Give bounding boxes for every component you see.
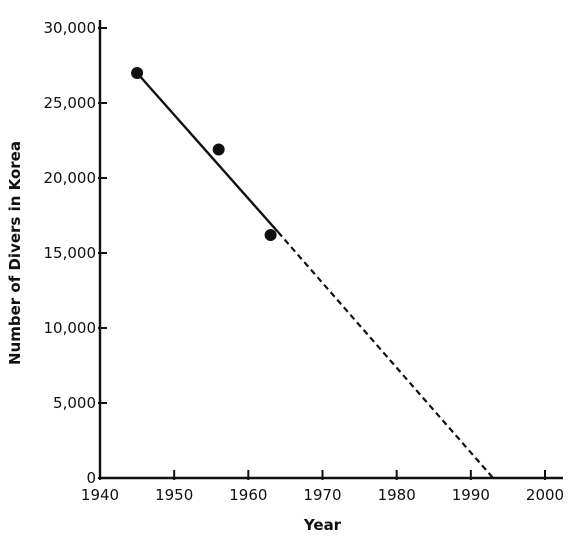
x-axis-title: Year xyxy=(303,516,342,534)
marks-layer xyxy=(131,67,494,479)
x-tick-label: 1950 xyxy=(155,486,193,504)
y-tick-label: 30,000 xyxy=(44,19,97,37)
axes-layer xyxy=(98,20,563,480)
data-point xyxy=(131,67,144,79)
trend-line-dashed xyxy=(277,231,494,479)
labels-layer: 0 5,000 10,000 15,000 20,000 25,000 30,000 1940… xyxy=(6,19,564,534)
y-tick-label: 0 xyxy=(86,469,96,487)
data-point xyxy=(264,229,277,241)
trend-line-solid xyxy=(136,72,279,233)
x-tick-label: 2000 xyxy=(526,486,564,504)
y-tick-label: 10,000 xyxy=(44,319,97,337)
x-tick-label: 1990 xyxy=(452,486,490,504)
y-tick-label: 25,000 xyxy=(44,94,97,112)
y-tick-label: 15,000 xyxy=(44,244,97,262)
x-tick-label: 1970 xyxy=(303,486,341,504)
y-axis-title: Number of Divers in Korea xyxy=(6,141,24,365)
x-tick-label: 1980 xyxy=(378,486,416,504)
x-tick-label: 1940 xyxy=(81,486,119,504)
x-tick-label: 1960 xyxy=(229,486,267,504)
data-point xyxy=(212,143,225,156)
y-tick-label: 20,000 xyxy=(44,169,97,187)
y-tick-label: 5,000 xyxy=(53,394,96,412)
